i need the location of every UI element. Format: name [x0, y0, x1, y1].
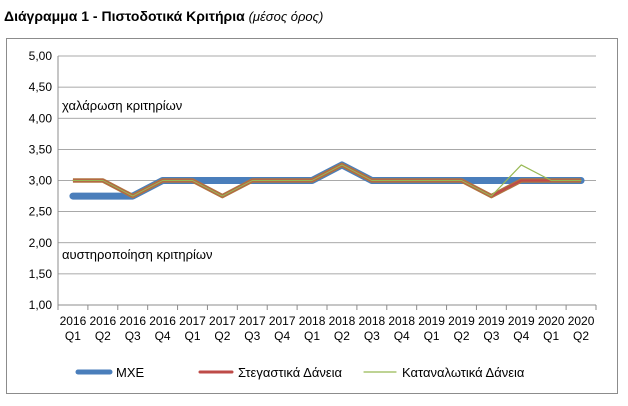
- x-tick-label-quarter: Q1: [184, 329, 200, 343]
- x-tick-label-year: 2017: [209, 314, 236, 328]
- x-tick-label-year: 2016: [119, 314, 146, 328]
- x-tick-label-year: 2017: [239, 314, 266, 328]
- y-tick-label: 2,50: [29, 205, 53, 219]
- x-tick-label-quarter: Q2: [573, 329, 589, 343]
- x-tick-label-quarter: Q1: [304, 329, 320, 343]
- x-tick-label-year: 2018: [299, 314, 326, 328]
- x-tick-label-year: 2016: [149, 314, 176, 328]
- x-tick-label-quarter: Q1: [543, 329, 559, 343]
- annotation-label: χαλάρωση κριτηρίων: [62, 98, 182, 113]
- x-tick-label-quarter: Q3: [244, 329, 260, 343]
- x-tick-label-year: 2019: [508, 314, 535, 328]
- annotation-label: αυστηροποίηση κριτηρίων: [62, 247, 213, 262]
- x-tick-label-year: 2018: [358, 314, 385, 328]
- x-tick-label-year: 2018: [329, 314, 356, 328]
- x-tick-label-quarter: Q1: [65, 329, 81, 343]
- x-tick-label-quarter: Q2: [95, 329, 111, 343]
- x-tick-label-year: 2017: [269, 314, 296, 328]
- legend-label: Καταναλωτικά Δάνεια: [402, 365, 525, 380]
- x-tick-label-quarter: Q2: [334, 329, 350, 343]
- x-tick-label-quarter: Q4: [155, 329, 171, 343]
- x-tick-label-year: 2016: [60, 314, 87, 328]
- legend-label: ΜΧΕ: [116, 365, 145, 380]
- x-tick-label-quarter: Q3: [483, 329, 499, 343]
- y-tick-label: 3,00: [29, 174, 53, 188]
- y-tick-label: 5,00: [29, 49, 53, 63]
- x-tick-label-year: 2016: [89, 314, 116, 328]
- annotations: χαλάρωση κριτηρίων αυστηροποίηση κριτηρίω…: [62, 98, 213, 262]
- legend: ΜΧΕ Στεγαστικά Δάνεια Καταναλωτικά Δάνεια: [75, 365, 525, 380]
- x-tick-label-quarter: Q3: [125, 329, 141, 343]
- x-tick-label-quarter: Q3: [364, 329, 380, 343]
- x-tick-label-year: 2019: [478, 314, 505, 328]
- chart-title-main: Διάγραμμα 1 - Πιστοδοτικά Κριτήρια: [4, 8, 245, 24]
- x-tick-label-year: 2020: [568, 314, 595, 328]
- x-tick-label-year: 2017: [179, 314, 206, 328]
- x-tick-label-quarter: Q1: [424, 329, 440, 343]
- y-tick-label: 2,00: [29, 236, 53, 250]
- chart-title-sub: (μέσος όρος): [248, 9, 324, 24]
- y-tick-label: 1,00: [29, 298, 53, 312]
- x-tick-label-year: 2018: [388, 314, 415, 328]
- y-tick-label: 4,50: [29, 80, 53, 94]
- x-tick-label-year: 2020: [538, 314, 565, 328]
- x-tick-label-quarter: Q4: [513, 329, 529, 343]
- x-tick-label-year: 2019: [418, 314, 445, 328]
- y-tick-label: 3,50: [29, 142, 53, 156]
- x-tick-label-quarter: Q2: [453, 329, 469, 343]
- x-tick-label-quarter: Q2: [214, 329, 230, 343]
- chart-frame: [6, 38, 618, 394]
- legend-label: Στεγαστικά Δάνεια: [238, 365, 343, 380]
- x-tick-label-quarter: Q4: [274, 329, 290, 343]
- series-lines: [69, 161, 585, 200]
- chart-title: Διάγραμμα 1 - Πιστοδοτικά Κριτήρια (μέσο…: [4, 8, 323, 24]
- series-line: [72, 164, 582, 197]
- x-tick-label-quarter: Q4: [394, 329, 410, 343]
- y-tick-label: 4,00: [29, 111, 53, 125]
- x-tick-label-year: 2019: [448, 314, 475, 328]
- axes: 1,00 1,50 2,00 2,50 3,00 3,50 4,00 4,50 5,00 2016…: [29, 49, 597, 343]
- y-tick-label: 1,50: [29, 267, 53, 281]
